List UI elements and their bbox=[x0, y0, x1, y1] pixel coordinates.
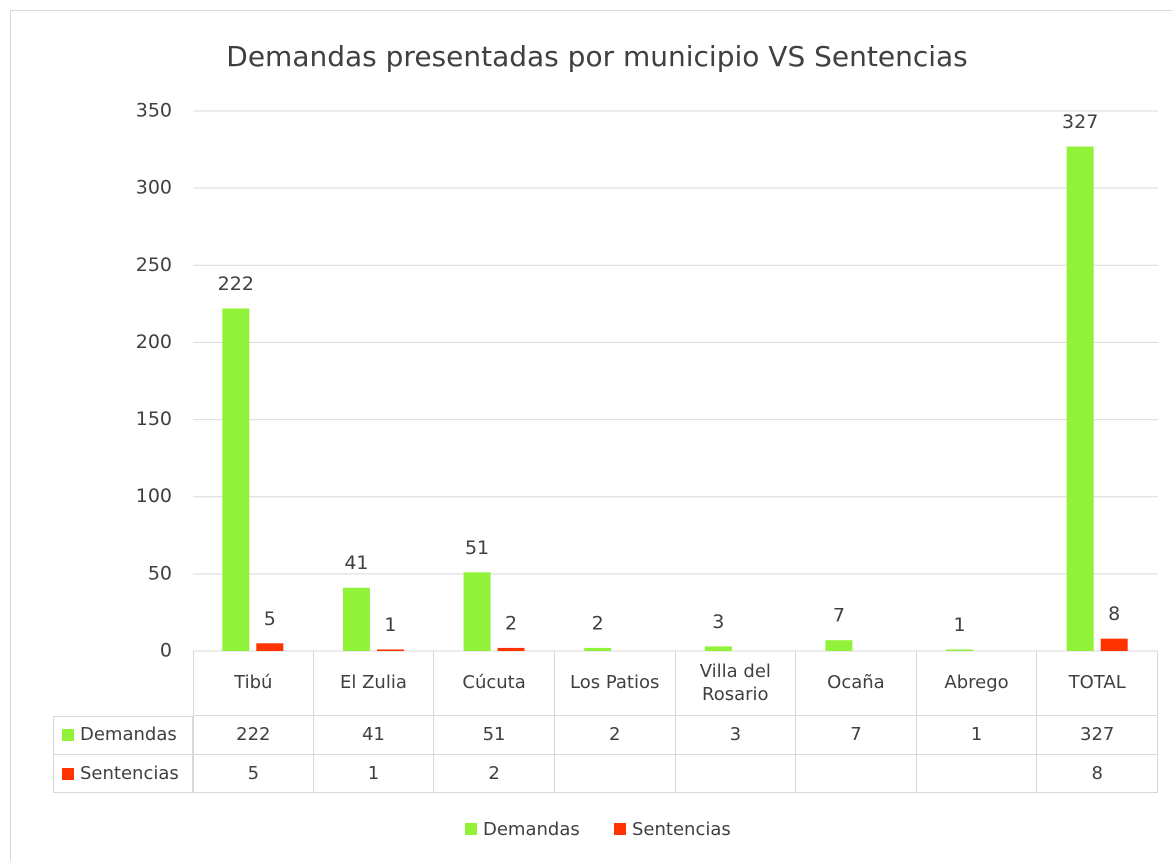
data-label: 1 bbox=[384, 614, 396, 636]
category-label: El Zulia bbox=[313, 651, 435, 716]
table-cell bbox=[675, 755, 797, 793]
legend-swatch bbox=[614, 823, 626, 835]
data-label: 327 bbox=[1062, 111, 1098, 133]
data-label: 1 bbox=[954, 614, 966, 636]
table-row-header: Sentencias bbox=[53, 755, 193, 793]
category-label: Cúcuta bbox=[434, 651, 555, 716]
bar bbox=[376, 649, 404, 651]
y-tick-label: 100 bbox=[136, 485, 172, 507]
table-cell: 5 bbox=[193, 755, 314, 793]
table-corner bbox=[53, 716, 193, 717]
data-label: 3 bbox=[712, 611, 724, 633]
category-label: TOTAL bbox=[1037, 651, 1158, 716]
bar bbox=[463, 572, 491, 651]
category-label: Tibú bbox=[193, 651, 314, 716]
data-label: 41 bbox=[344, 552, 368, 574]
table-cell: 222 bbox=[193, 716, 314, 755]
bar bbox=[704, 646, 732, 651]
y-tick-label: 200 bbox=[136, 331, 172, 353]
category-label: Villa del Rosario bbox=[675, 651, 797, 716]
y-tick-label: 250 bbox=[136, 254, 172, 276]
legend-swatch bbox=[62, 767, 74, 780]
data-label: 222 bbox=[218, 273, 254, 295]
chart-frame bbox=[10, 10, 1172, 861]
table-row-header: Demandas bbox=[53, 716, 193, 755]
data-label: 8 bbox=[1108, 603, 1120, 625]
table-cell: 51 bbox=[434, 716, 555, 755]
bar bbox=[584, 647, 612, 651]
category-label: Abrego bbox=[916, 651, 1038, 716]
row-label: Sentencias bbox=[80, 762, 179, 784]
table-cell: 7 bbox=[796, 716, 917, 755]
table-cell: 327 bbox=[1037, 716, 1158, 755]
chart-title: Demandas presentadas por municipio VS Se… bbox=[226, 40, 967, 73]
table-cell bbox=[916, 755, 1038, 793]
legend-item: Demandas bbox=[465, 818, 580, 840]
table-cell: 1 bbox=[313, 755, 435, 793]
y-tick-label: 300 bbox=[136, 177, 172, 199]
bar bbox=[222, 308, 250, 651]
table-cell: 1 bbox=[916, 716, 1038, 755]
table-cell: 3 bbox=[675, 716, 797, 755]
category-label: Ocaña bbox=[796, 651, 917, 716]
table-cell: 2 bbox=[434, 755, 555, 793]
legend-label: Sentencias bbox=[632, 818, 731, 840]
y-tick-label: 50 bbox=[148, 562, 172, 584]
category-label: Los Patios bbox=[554, 651, 676, 716]
table-cell bbox=[796, 755, 917, 793]
data-label: 2 bbox=[505, 612, 517, 634]
bar bbox=[497, 647, 525, 651]
y-tick-label: 150 bbox=[136, 408, 172, 430]
y-tick-label: 0 bbox=[160, 640, 172, 662]
bar bbox=[256, 643, 284, 651]
table-cell: 2 bbox=[554, 716, 676, 755]
legend-label: Demandas bbox=[483, 818, 580, 840]
bar bbox=[825, 640, 853, 651]
legend-item: Sentencias bbox=[614, 818, 731, 840]
bar bbox=[946, 649, 974, 651]
data-label: 5 bbox=[264, 608, 276, 630]
bar bbox=[1100, 638, 1128, 651]
data-label: 2 bbox=[592, 612, 604, 634]
data-label: 51 bbox=[465, 537, 489, 559]
data-label: 7 bbox=[833, 605, 845, 627]
table-cell bbox=[554, 755, 676, 793]
table-cell: 8 bbox=[1037, 755, 1158, 793]
y-tick-label: 350 bbox=[136, 100, 172, 122]
legend-swatch bbox=[62, 729, 74, 741]
table-cell: 41 bbox=[313, 716, 435, 755]
bar bbox=[342, 587, 370, 651]
row-label: Demandas bbox=[80, 724, 177, 746]
bar bbox=[1066, 146, 1094, 651]
legend-swatch bbox=[465, 823, 477, 835]
